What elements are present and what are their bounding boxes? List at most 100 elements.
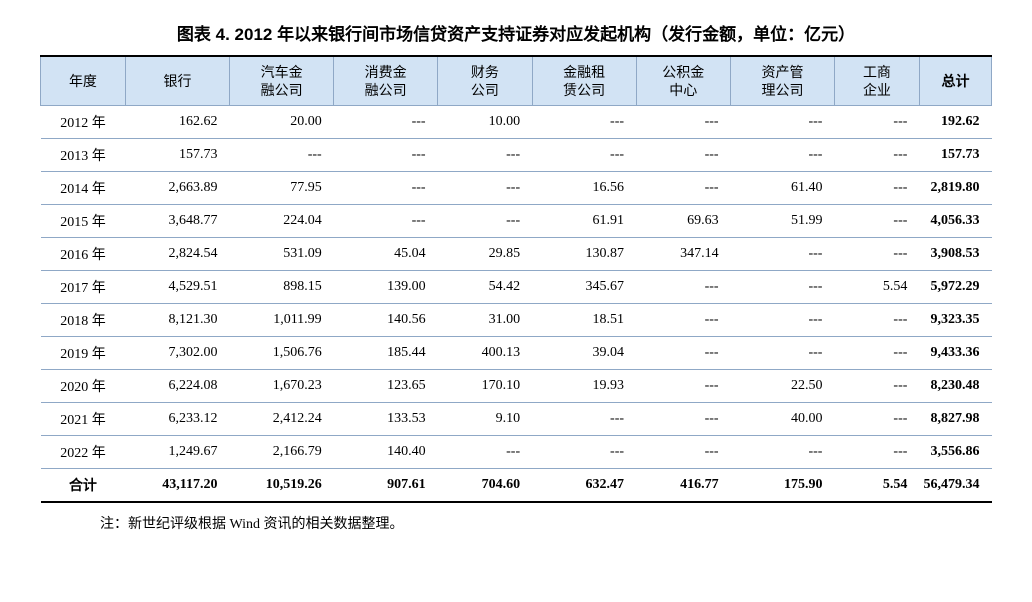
value-cell: --- <box>438 172 533 205</box>
value-cell: 170.10 <box>438 370 533 403</box>
value-cell: 898.15 <box>230 271 334 304</box>
value-cell: --- <box>731 304 835 337</box>
col-header: 财务公司 <box>438 56 533 106</box>
value-cell: --- <box>438 139 533 172</box>
value-cell: --- <box>636 436 731 469</box>
value-cell: 4,529.51 <box>125 271 229 304</box>
value-cell: --- <box>636 172 731 205</box>
value-cell: --- <box>636 304 731 337</box>
year-cell: 2012 年 <box>41 106 126 139</box>
value-cell: 2,663.89 <box>125 172 229 205</box>
value-cell: --- <box>636 271 731 304</box>
value-cell: 907.61 <box>334 469 438 503</box>
value-cell: --- <box>334 172 438 205</box>
value-cell: 69.63 <box>636 205 731 238</box>
value-cell: 8,827.98 <box>919 403 991 436</box>
value-cell: 31.00 <box>438 304 533 337</box>
year-cell: 2019 年 <box>41 337 126 370</box>
value-cell: --- <box>834 403 919 436</box>
value-cell: --- <box>230 139 334 172</box>
value-cell: 2,824.54 <box>125 238 229 271</box>
table-row: 合计43,117.2010,519.26907.61704.60632.4741… <box>41 469 992 503</box>
value-cell: 5.54 <box>834 469 919 503</box>
value-cell: 7,302.00 <box>125 337 229 370</box>
year-cell: 2020 年 <box>41 370 126 403</box>
value-cell: 140.56 <box>334 304 438 337</box>
value-cell: 2,166.79 <box>230 436 334 469</box>
year-cell: 2015 年 <box>41 205 126 238</box>
table-row: 2012 年162.6220.00---10.00------------192… <box>41 106 992 139</box>
table-header-row: 年度银行汽车金融公司消费金融公司财务公司金融租赁公司公积金中心资产管理公司工商企… <box>41 56 992 106</box>
value-cell: 5.54 <box>834 271 919 304</box>
value-cell: 39.04 <box>532 337 636 370</box>
table-row: 2017 年4,529.51898.15139.0054.42345.67---… <box>41 271 992 304</box>
value-cell: 3,908.53 <box>919 238 991 271</box>
value-cell: 400.13 <box>438 337 533 370</box>
value-cell: 10,519.26 <box>230 469 334 503</box>
value-cell: --- <box>834 370 919 403</box>
value-cell: 345.67 <box>532 271 636 304</box>
year-cell: 2013 年 <box>41 139 126 172</box>
value-cell: --- <box>636 403 731 436</box>
value-cell: --- <box>834 139 919 172</box>
value-cell: 56,479.34 <box>919 469 991 503</box>
value-cell: 157.73 <box>919 139 991 172</box>
col-header: 汽车金融公司 <box>230 56 334 106</box>
value-cell: 61.40 <box>731 172 835 205</box>
value-cell: --- <box>731 139 835 172</box>
value-cell: 632.47 <box>532 469 636 503</box>
value-cell: 2,819.80 <box>919 172 991 205</box>
value-cell: 9,433.36 <box>919 337 991 370</box>
value-cell: --- <box>532 139 636 172</box>
value-cell: --- <box>834 238 919 271</box>
value-cell: --- <box>731 436 835 469</box>
value-cell: --- <box>731 337 835 370</box>
value-cell: 45.04 <box>334 238 438 271</box>
value-cell: --- <box>834 205 919 238</box>
value-cell: 123.65 <box>334 370 438 403</box>
value-cell: 130.87 <box>532 238 636 271</box>
value-cell: --- <box>334 139 438 172</box>
value-cell: --- <box>636 370 731 403</box>
value-cell: 1,670.23 <box>230 370 334 403</box>
value-cell: 139.00 <box>334 271 438 304</box>
value-cell: 19.93 <box>532 370 636 403</box>
value-cell: 140.40 <box>334 436 438 469</box>
value-cell: --- <box>834 106 919 139</box>
value-cell: --- <box>438 205 533 238</box>
table-row: 2019 年7,302.001,506.76185.44400.1339.04-… <box>41 337 992 370</box>
table-row: 2020 年6,224.081,670.23123.65170.1019.93-… <box>41 370 992 403</box>
value-cell: 192.62 <box>919 106 991 139</box>
value-cell: 531.09 <box>230 238 334 271</box>
table-note: 注：新世纪评级根据 Wind 资讯的相关数据整理。 <box>40 513 992 533</box>
value-cell: 3,648.77 <box>125 205 229 238</box>
year-cell: 合计 <box>41 469 126 503</box>
value-cell: 16.56 <box>532 172 636 205</box>
value-cell: 347.14 <box>636 238 731 271</box>
value-cell: 162.62 <box>125 106 229 139</box>
value-cell: --- <box>532 403 636 436</box>
value-cell: 61.91 <box>532 205 636 238</box>
value-cell: 51.99 <box>731 205 835 238</box>
table-row: 2015 年3,648.77224.04------61.9169.6351.9… <box>41 205 992 238</box>
value-cell: 8,230.48 <box>919 370 991 403</box>
value-cell: --- <box>334 106 438 139</box>
value-cell: 5,972.29 <box>919 271 991 304</box>
value-cell: --- <box>636 139 731 172</box>
value-cell: 9.10 <box>438 403 533 436</box>
value-cell: 133.53 <box>334 403 438 436</box>
value-cell: 416.77 <box>636 469 731 503</box>
value-cell: --- <box>438 436 533 469</box>
value-cell: --- <box>834 337 919 370</box>
value-cell: 77.95 <box>230 172 334 205</box>
value-cell: 4,056.33 <box>919 205 991 238</box>
value-cell: 22.50 <box>731 370 835 403</box>
value-cell: --- <box>731 238 835 271</box>
value-cell: --- <box>636 106 731 139</box>
year-cell: 2018 年 <box>41 304 126 337</box>
value-cell: 6,224.08 <box>125 370 229 403</box>
value-cell: 1,011.99 <box>230 304 334 337</box>
col-header: 工商企业 <box>834 56 919 106</box>
table-row: 2022 年1,249.672,166.79140.40------------… <box>41 436 992 469</box>
value-cell: --- <box>636 337 731 370</box>
